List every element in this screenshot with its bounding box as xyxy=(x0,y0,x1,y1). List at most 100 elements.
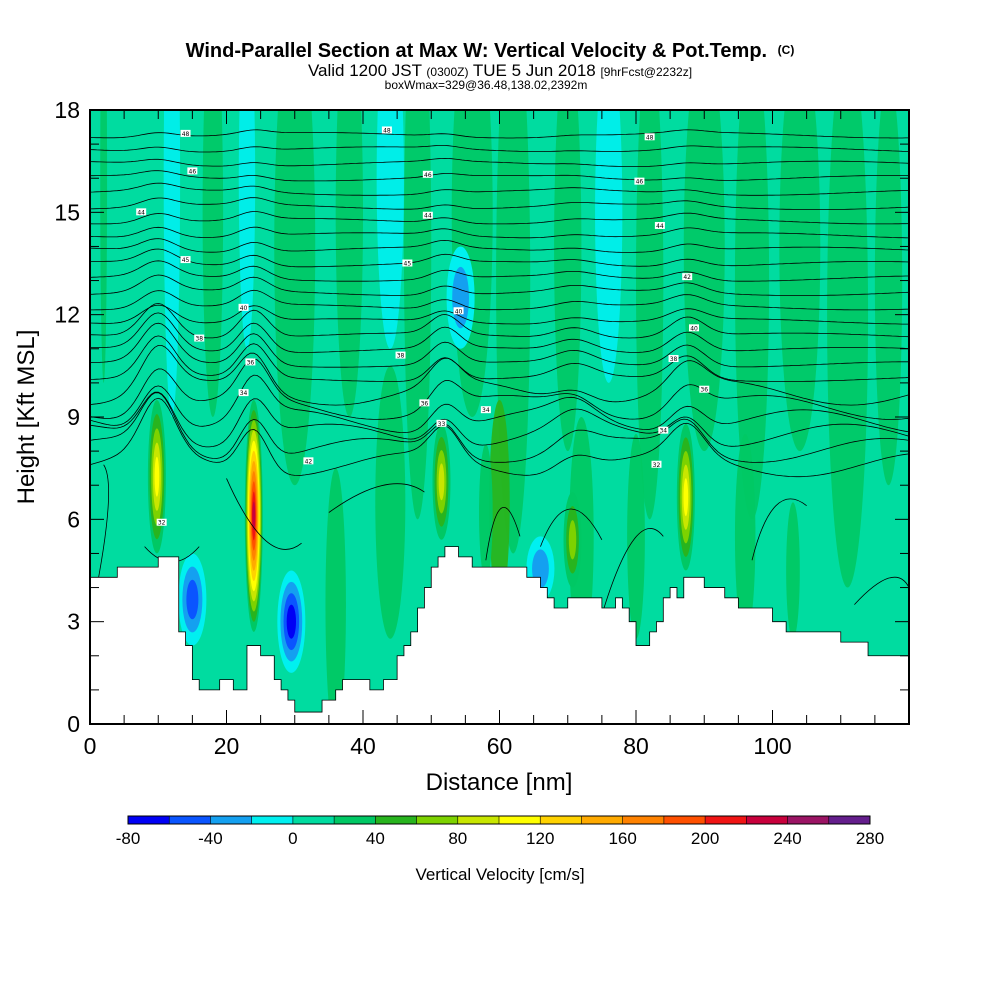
theta-contour-line xyxy=(90,129,909,139)
theta-contour-line xyxy=(854,576,909,605)
field-blob xyxy=(786,502,800,639)
theta-contour-line xyxy=(90,322,909,368)
colorbar-swatch xyxy=(540,816,582,824)
theta-contour-labels: 48 48 48 46 46 46 44 44 44 45 45 42 40 40 40 38 38 38 36 36… xyxy=(136,126,710,527)
theta-contour-label-bg xyxy=(136,208,147,216)
theta-contour-label-text: 38 xyxy=(397,353,405,360)
theta-contour-label: 42 xyxy=(682,273,693,281)
colorbar-swatch xyxy=(251,816,294,824)
theta-contour-line xyxy=(90,397,909,478)
colorbar-swatch xyxy=(787,816,830,824)
colorbar-tick-label: 0 xyxy=(288,829,297,848)
theta-contour-label-bg xyxy=(303,457,314,465)
field-blob xyxy=(375,365,406,639)
theta-contour-label: 33 xyxy=(436,419,447,428)
field-band xyxy=(376,110,404,349)
theta-contour-line xyxy=(226,478,302,550)
theta-contour-line xyxy=(90,211,909,225)
theta-contour-label: 32 xyxy=(651,460,662,469)
theta-contour-line xyxy=(90,345,909,406)
theta-contour-label-bg xyxy=(395,351,406,359)
colorbar-label: Vertical Velocity [cm/s] xyxy=(415,865,584,884)
theta-contour-label-bg xyxy=(419,399,430,407)
theta-contour-label-bg xyxy=(381,126,392,134)
theta-contour-label-bg xyxy=(194,334,205,342)
theta-contour-line xyxy=(90,170,909,182)
theta-contour-label-bg xyxy=(651,460,662,468)
theta-contour-line xyxy=(90,358,909,420)
field-band xyxy=(734,110,770,520)
theta-contour-line xyxy=(90,274,909,296)
axis-ticks xyxy=(89,109,910,725)
y-tick-label: 15 xyxy=(54,199,80,225)
theta-contour-label-text: 38 xyxy=(195,336,203,343)
updraft-core xyxy=(154,456,160,497)
theta-contour-line xyxy=(90,374,909,434)
colorbar-tick-label: 200 xyxy=(691,829,719,848)
theta-contour-line xyxy=(90,312,909,353)
x-tick-label: 80 xyxy=(623,733,649,759)
colorbar-swatch xyxy=(581,816,623,824)
colorbar-swatch xyxy=(128,816,170,824)
colorbar-tick-label: 280 xyxy=(856,829,884,848)
x-tick-label: 20 xyxy=(214,733,240,759)
field-band xyxy=(238,110,256,349)
colorbar-swatch xyxy=(746,816,788,824)
theta-contour-label-text: 40 xyxy=(455,308,463,315)
updraft-core xyxy=(683,478,689,517)
y-tick-label: 9 xyxy=(67,404,80,430)
theta-contour-label-bg xyxy=(658,426,669,434)
downdraft-core xyxy=(186,579,199,620)
colorbar-swatch xyxy=(705,816,747,824)
field-blob xyxy=(489,399,510,605)
x-tick-label: 40 xyxy=(350,733,376,759)
theta-contour-label-text: 34 xyxy=(659,428,667,435)
theta-contour-label: 46 xyxy=(187,167,198,175)
theta-contour-line xyxy=(90,391,909,448)
theta-contour-label-bg xyxy=(156,518,167,526)
theta-contour-line xyxy=(90,335,909,382)
subtitle-date: TUE 5 Jun 2018 xyxy=(473,61,596,80)
theta-contour-label-text: 34 xyxy=(482,407,490,414)
theta-contour-label-bg xyxy=(668,355,679,363)
theta-contour-label: 45 xyxy=(180,256,191,264)
field-band xyxy=(202,110,224,417)
theta-contour-label: 32 xyxy=(156,518,167,527)
field-blob xyxy=(479,444,493,581)
theta-contour-label-bg xyxy=(453,307,464,315)
colorbar-swatch xyxy=(292,816,335,824)
theta-contour-label-text: 40 xyxy=(690,325,698,332)
theta-contour-label: 48 xyxy=(381,126,392,134)
theta-contour-line xyxy=(90,145,909,153)
theta-contour-label-text: 32 xyxy=(653,462,661,469)
theta-contour-label-text: 44 xyxy=(137,209,145,216)
y-tick-label: 12 xyxy=(54,302,80,328)
theta-contour-label-bg xyxy=(180,256,191,264)
field-band xyxy=(274,110,316,486)
field-blob xyxy=(734,434,756,639)
updraft-core xyxy=(438,463,445,501)
terrain xyxy=(90,546,909,724)
theta-contour-line xyxy=(90,260,909,282)
colorbar-tick-label: 40 xyxy=(366,829,385,848)
y-tick-labels: 0 3 6 9 12 15 18 xyxy=(54,97,80,737)
theta-contour-line xyxy=(485,506,521,561)
theta-contour-line xyxy=(90,182,909,196)
colorbar-swatch xyxy=(663,816,706,824)
chart-subtitle-2: boxWmax=329@36.48,138.02,2392m xyxy=(385,78,588,92)
colorbar-swatch xyxy=(169,816,211,824)
theta-contour-label-text: 33 xyxy=(438,421,446,428)
theta-contour-label-text: 40 xyxy=(240,305,248,312)
updraft-core xyxy=(252,501,256,531)
colorbar-tick-label: 80 xyxy=(448,829,467,848)
theta-contour-label-bg xyxy=(682,273,693,281)
theta-contour-label-bg xyxy=(644,133,655,141)
theta-contour-label-bg xyxy=(699,385,710,393)
theta-contour-label-bg xyxy=(634,177,645,185)
theta-contour-line xyxy=(90,304,909,325)
downdraft-core xyxy=(286,604,297,639)
subtitle-valid: Valid 1200 JST xyxy=(308,61,422,80)
theta-contour-label-text: 32 xyxy=(158,520,166,527)
terrain-profile xyxy=(90,546,909,724)
